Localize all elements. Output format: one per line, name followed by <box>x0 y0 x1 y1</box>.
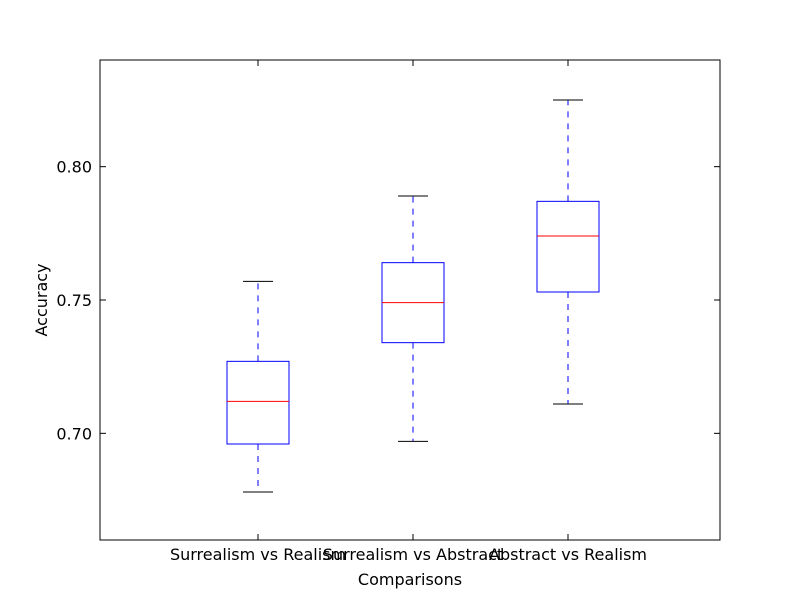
y-axis-label: Accuracy <box>32 263 51 336</box>
plot-area <box>99 59 721 541</box>
box <box>226 360 290 445</box>
x-tick-label: Surrealism vs Realism <box>170 545 346 564</box>
x-tick-label: Abstract vs Realism <box>489 545 647 564</box>
x-axis-label: Comparisons <box>358 570 462 589</box>
box <box>536 200 600 293</box>
x-tick-label: Surrealism vs Abstract <box>323 545 503 564</box>
y-tick-label: 0.75 <box>56 291 92 310</box>
y-tick-label: 0.70 <box>56 424 92 443</box>
y-tick-label: 0.80 <box>56 158 92 177</box>
